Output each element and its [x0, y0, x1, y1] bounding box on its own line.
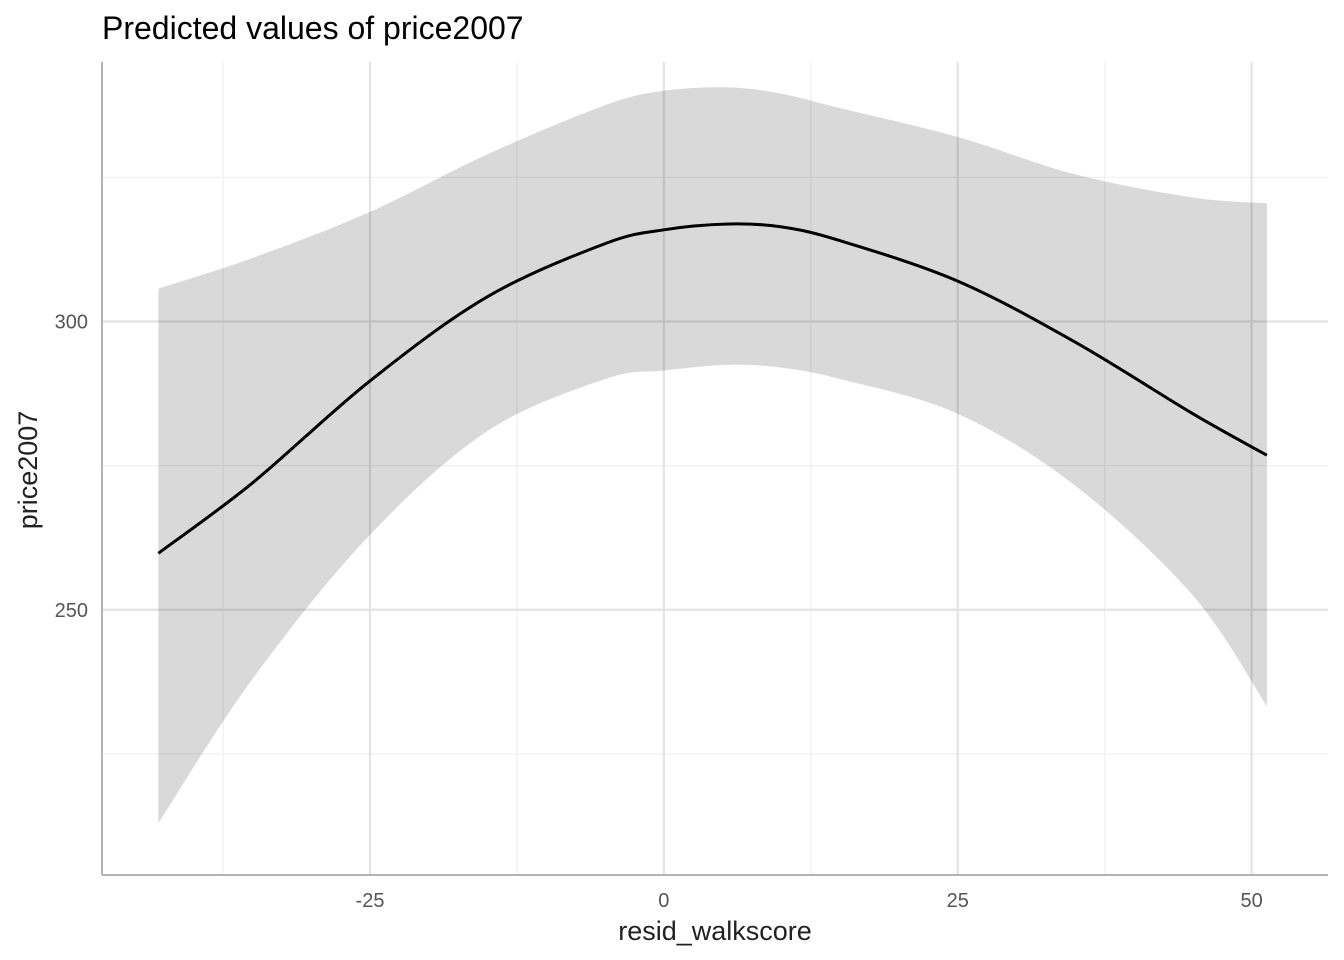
x-tick-label: 0: [658, 890, 669, 912]
x-axis-title: resid_walkscore: [618, 916, 812, 946]
y-axis-title: price2007: [13, 411, 43, 530]
x-tick-labels: -25 0 25 50: [356, 890, 1263, 912]
chart-title: Predicted values of price2007: [102, 10, 524, 46]
x-tick-label: 50: [1240, 890, 1262, 912]
y-tick-label: 300: [55, 311, 88, 333]
y-tick-label: 250: [55, 600, 88, 622]
x-tick-label: 25: [947, 890, 969, 912]
y-tick-labels: 250 300: [55, 311, 88, 621]
confidence-ribbon: [158, 87, 1267, 824]
predicted-line: [157, 222, 1268, 555]
x-tick-label: -25: [356, 890, 385, 912]
